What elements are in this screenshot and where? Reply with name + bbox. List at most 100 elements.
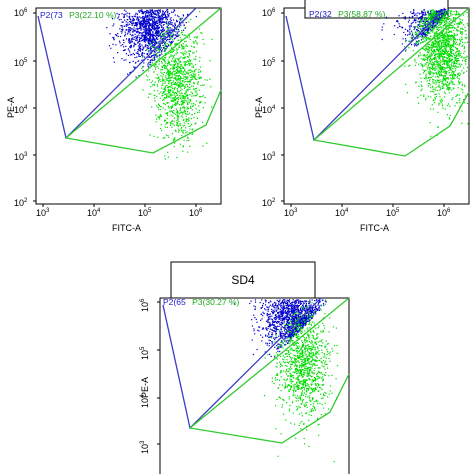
scatter-point-p3	[203, 84, 205, 86]
scatter-point-p2	[159, 19, 161, 21]
scatter-point-p3	[184, 69, 186, 72]
scatter-point-p2	[398, 25, 401, 27]
scatter-point-p2	[155, 30, 157, 32]
scatter-point-p3	[184, 64, 186, 66]
scatter-point-p2	[275, 327, 277, 329]
scatter-point-p2	[178, 30, 180, 32]
scatter-point-p3	[464, 50, 466, 52]
scatter-point-p2	[129, 61, 131, 63]
scatter-point-p3	[425, 58, 427, 60]
scatter-point-p2	[167, 45, 170, 47]
scatter-point-p3	[173, 112, 175, 114]
scatter-point-p3	[431, 43, 433, 45]
scatter-point-p3	[447, 56, 449, 58]
scatter-point-p2	[438, 14, 440, 17]
scatter-point-p3	[442, 66, 444, 68]
scatter-point-p2	[139, 55, 141, 57]
scatter-point-p2	[430, 29, 432, 31]
scatter-point-p3	[429, 27, 431, 29]
scatter-point-p2	[156, 20, 158, 22]
scatter-point-p2	[437, 18, 439, 20]
scatter-point-p2	[410, 11, 412, 13]
scatter-point-p2	[159, 21, 161, 23]
scatter-point-p2	[290, 318, 293, 321]
scatter-point-p2	[129, 29, 131, 31]
scatter-point-p3	[179, 143, 182, 145]
scatter-point-p3	[457, 14, 459, 16]
scatter-point-p3	[433, 64, 435, 66]
scatter-point-p3	[450, 77, 452, 79]
scatter-point-p2	[119, 42, 121, 44]
scatter-point-p2	[164, 12, 166, 14]
scatter-point-p2	[153, 55, 155, 57]
scatter-point-p2	[425, 35, 427, 37]
scatter-point-p2	[164, 41, 166, 43]
scatter-point-p2	[125, 38, 128, 40]
scatter-point-p3	[427, 23, 430, 25]
scatter-point-p2	[161, 35, 163, 37]
scatter-point-p2	[127, 18, 129, 21]
scatter-point-p2	[421, 36, 423, 38]
scatter-point-p3	[181, 64, 183, 66]
scatter-point-p3	[449, 48, 451, 50]
scatter-point-p2	[289, 308, 291, 310]
scatter-point-p3	[156, 55, 158, 57]
scatter-point-p3	[428, 50, 430, 52]
scatter-point-p2	[422, 14, 424, 16]
scatter-point-p3	[410, 37, 412, 39]
scatter-point-p3	[192, 78, 194, 80]
scatter-point-p3	[446, 62, 448, 64]
scatter-point-p3	[444, 92, 446, 95]
scatter-point-p3	[459, 51, 461, 53]
scatter-point-p3	[164, 43, 167, 45]
scatter-point-p2	[129, 45, 131, 48]
scatter-point-p2	[272, 309, 274, 312]
scatter-point-p3	[431, 52, 433, 54]
scatter-point-p2	[133, 30, 135, 32]
scatter-point-p3	[445, 28, 447, 30]
scatter-point-p2	[288, 322, 290, 324]
scatter-point-p2	[287, 312, 289, 314]
scatter-point-p3	[454, 58, 456, 60]
scatter-point-p2	[158, 20, 160, 22]
scatter-point-p3	[155, 114, 157, 116]
scatter-point-p2	[161, 51, 163, 53]
scatter-point-p2	[415, 40, 418, 42]
scatter-point-p2	[289, 310, 291, 313]
scatter-point-p2	[403, 31, 405, 34]
scatter-point-p3	[169, 91, 171, 93]
scatter-point-p3	[425, 49, 427, 51]
scatter-point-p2	[150, 48, 152, 50]
scatter-point-p2	[280, 346, 282, 349]
scatter-point-p2	[152, 27, 154, 29]
scatter-point-p2	[146, 23, 148, 25]
scatter-point-p3	[186, 108, 188, 110]
scatter-point-p3	[183, 106, 185, 108]
scatter-point-p3	[179, 95, 181, 97]
scatter-point-p3	[191, 114, 193, 116]
scatter-point-p2	[124, 49, 126, 51]
scatter-point-p3	[199, 96, 201, 98]
scatter-point-p2	[121, 29, 123, 31]
scatter-point-p3	[436, 30, 438, 33]
scatter-point-p3	[435, 32, 438, 34]
scatter-point-p2	[145, 35, 147, 37]
scatter-point-p3	[194, 63, 197, 66]
scatter-point-p3	[182, 120, 185, 122]
scatter-point-p2	[129, 54, 131, 56]
scatter-point-p3	[172, 67, 174, 69]
scatter-point-p3	[452, 77, 454, 79]
scatter-point-p3	[448, 53, 451, 55]
scatter-point-p3	[460, 81, 462, 83]
scatter-point-p2	[144, 39, 146, 41]
scatter-point-p2	[174, 14, 176, 16]
scatter-point-p3	[184, 98, 186, 100]
scatter-point-p3	[157, 58, 159, 60]
scatter-point-p2	[411, 34, 413, 36]
scatter-point-p3	[190, 18, 192, 21]
scatter-point-p2	[141, 24, 143, 26]
scatter-point-p2	[124, 31, 126, 33]
scatter-point-p3	[447, 18, 449, 20]
scatter-point-p3	[189, 88, 191, 90]
scatter-point-p2	[411, 22, 413, 24]
